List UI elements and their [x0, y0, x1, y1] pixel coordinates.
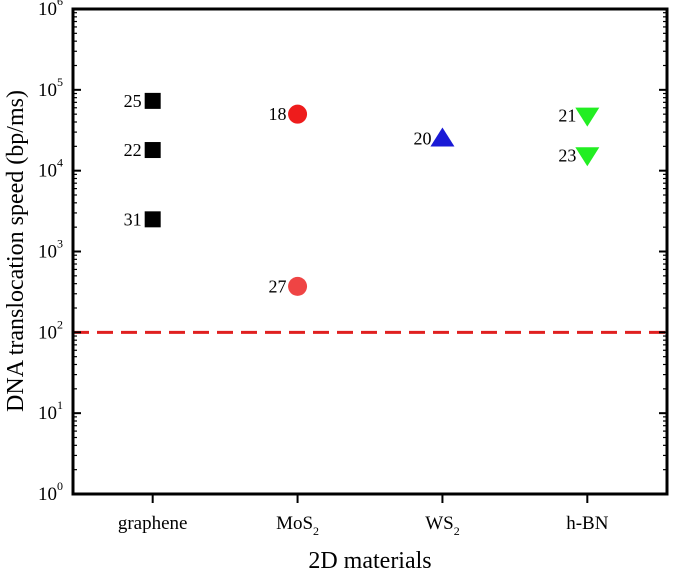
data-point-h-BN-23	[575, 147, 600, 167]
data-point-graphene-22	[144, 142, 161, 159]
data-point-graphene-31	[144, 211, 161, 228]
y-tick-label: 106	[38, 0, 63, 20]
x-tick-label: WS2	[425, 513, 460, 538]
data-point-MoS2-27	[288, 276, 308, 296]
data-point-label: 22	[124, 140, 142, 160]
data-point-WS2-20	[430, 127, 455, 147]
data-point-graphene-25	[144, 92, 161, 109]
plot-background	[73, 9, 667, 494]
x-tick-label: graphene	[118, 513, 188, 534]
x-axis-ticks: graphene MoS2 WS2 h-BN	[118, 494, 609, 538]
x-tick-label: h-BN	[566, 513, 609, 534]
data-point-label: 25	[124, 91, 142, 111]
plot-frame	[71, 7, 669, 496]
y-tick-label: 105	[38, 75, 63, 101]
data-point-h-BN-21	[575, 107, 600, 127]
data-point-MoS2-18	[288, 104, 308, 124]
y-tick-label: 100	[38, 479, 63, 505]
data-points-layer: 25 22 31 18 27 20 21 23	[124, 91, 600, 296]
y-tick-label: 103	[38, 237, 63, 263]
y-tick-label: 102	[38, 317, 63, 343]
x-tick-label: MoS2	[276, 513, 319, 538]
data-point-label: 20	[413, 128, 431, 148]
y-axis-title: DNA translocation speed (bp/ms)	[3, 90, 29, 412]
data-point-label: 31	[124, 209, 142, 229]
y-tick-label: 104	[38, 156, 63, 182]
data-point-label: 21	[558, 106, 576, 126]
y-tick-label: 101	[38, 398, 63, 424]
data-point-label: 27	[269, 276, 287, 296]
x-axis-title: 2D materials	[308, 548, 431, 574]
data-point-label: 18	[269, 104, 287, 124]
data-point-label: 23	[558, 145, 576, 165]
